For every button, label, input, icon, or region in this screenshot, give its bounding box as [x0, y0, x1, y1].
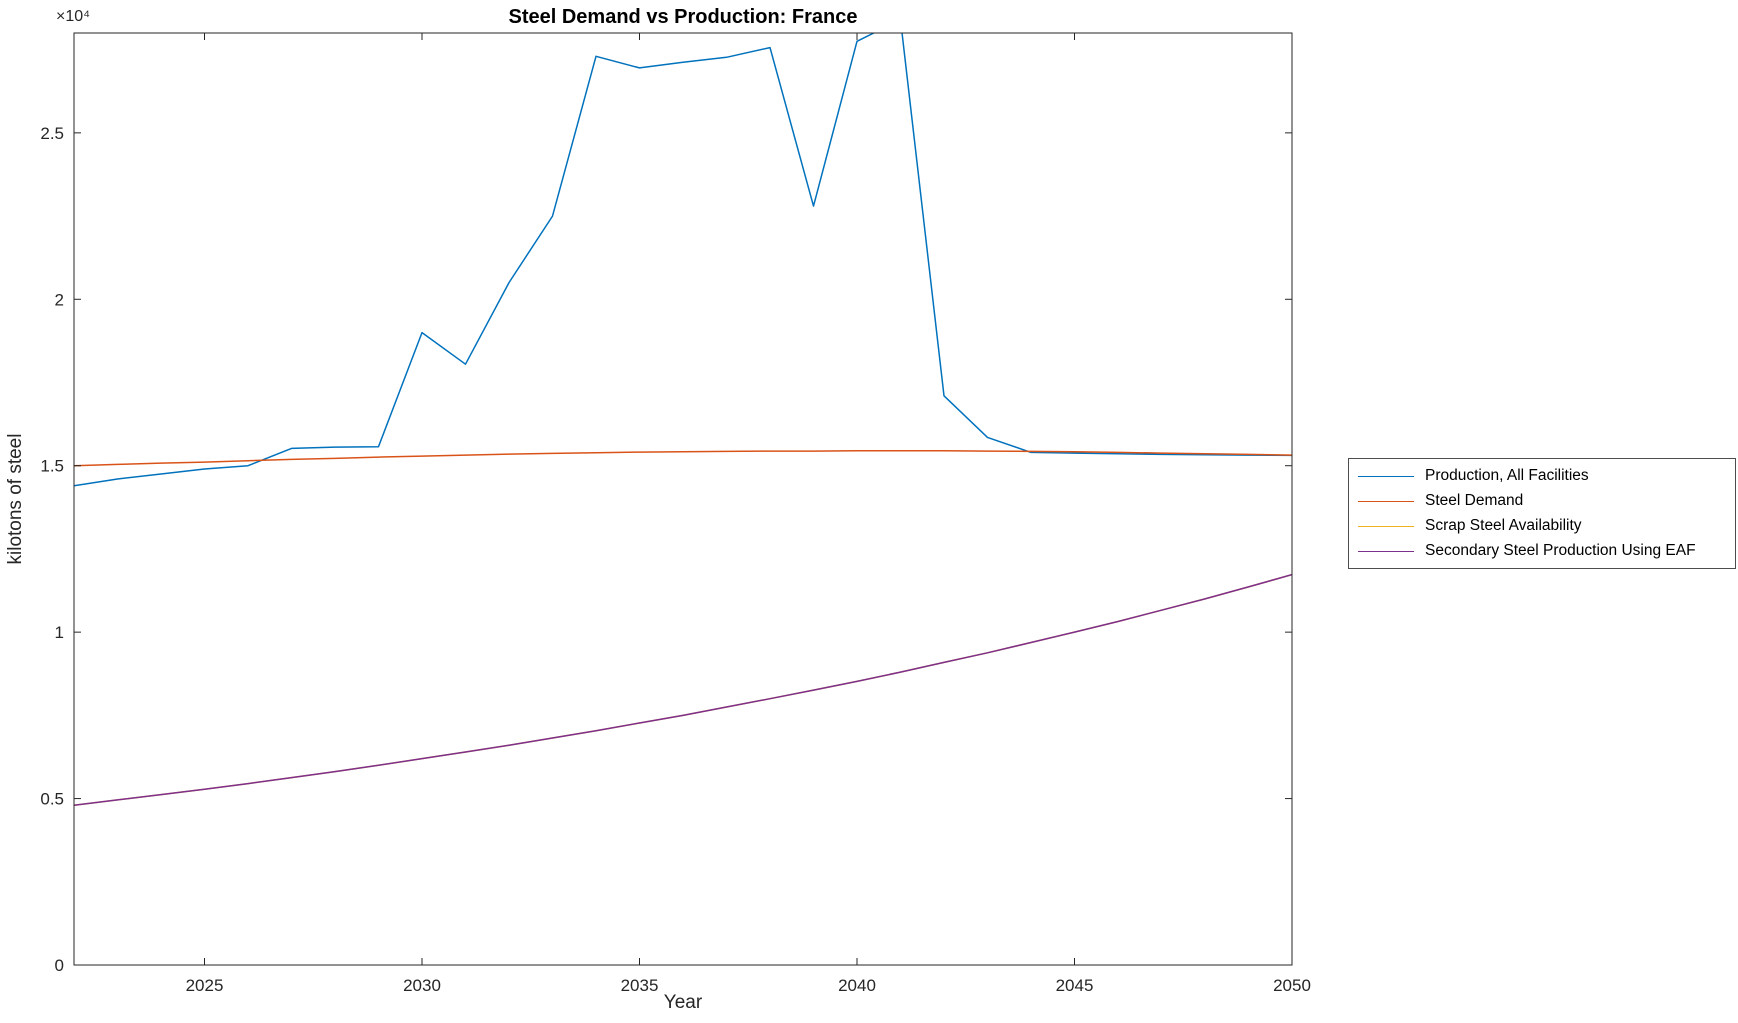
x-tick-label: 2025	[186, 976, 224, 995]
y-tick-label: 1	[55, 623, 64, 642]
legend-line-sample	[1358, 475, 1414, 477]
series-line-0	[74, 33, 1292, 487]
series-line-1	[74, 449, 1292, 467]
legend-item-2: Scrap Steel Availability	[1358, 515, 1726, 537]
legend-label: Secondary Steel Production Using EAF	[1425, 542, 1696, 559]
legend-item-0: Production, All Facilities	[1358, 465, 1726, 487]
y-axis-multiplier: ×10⁴	[56, 8, 91, 25]
y-tick-label: 0	[55, 956, 64, 975]
x-tick-label: 2035	[621, 976, 659, 995]
x-tick-label: 2040	[838, 976, 876, 995]
x-axis-label: Year	[663, 992, 703, 1013]
series-line-3	[74, 573, 1292, 806]
legend-line-sample	[1358, 550, 1414, 552]
y-axis-label: kilotons of steel	[5, 433, 26, 565]
legend: Production, All Facilities Steel Demand Sc…	[1348, 458, 1736, 569]
legend-line-sample	[1358, 525, 1414, 527]
legend-label: Scrap Steel Availability	[1425, 517, 1582, 534]
legend-item-3: Secondary Steel Production Using EAF	[1358, 540, 1726, 562]
legend-label: Production, All Facilities	[1425, 467, 1589, 484]
legend-label: Steel Demand	[1425, 492, 1524, 509]
x-tick-label: 2030	[403, 976, 441, 995]
y-tick-label: 2	[55, 290, 64, 309]
legend-item-1: Steel Demand	[1358, 490, 1726, 512]
chart-title: Steel Demand vs Production: France	[508, 6, 858, 28]
y-tick-label: 0.5	[40, 790, 64, 809]
legend-line-sample	[1358, 500, 1414, 502]
y-tick-label: 2.5	[40, 124, 64, 143]
x-tick-label: 2050	[1273, 976, 1311, 995]
series-line-2	[74, 573, 1292, 806]
axes-box	[73, 32, 1293, 966]
y-tick-label: 1.5	[40, 457, 64, 476]
x-tick-label: 2045	[1056, 976, 1094, 995]
